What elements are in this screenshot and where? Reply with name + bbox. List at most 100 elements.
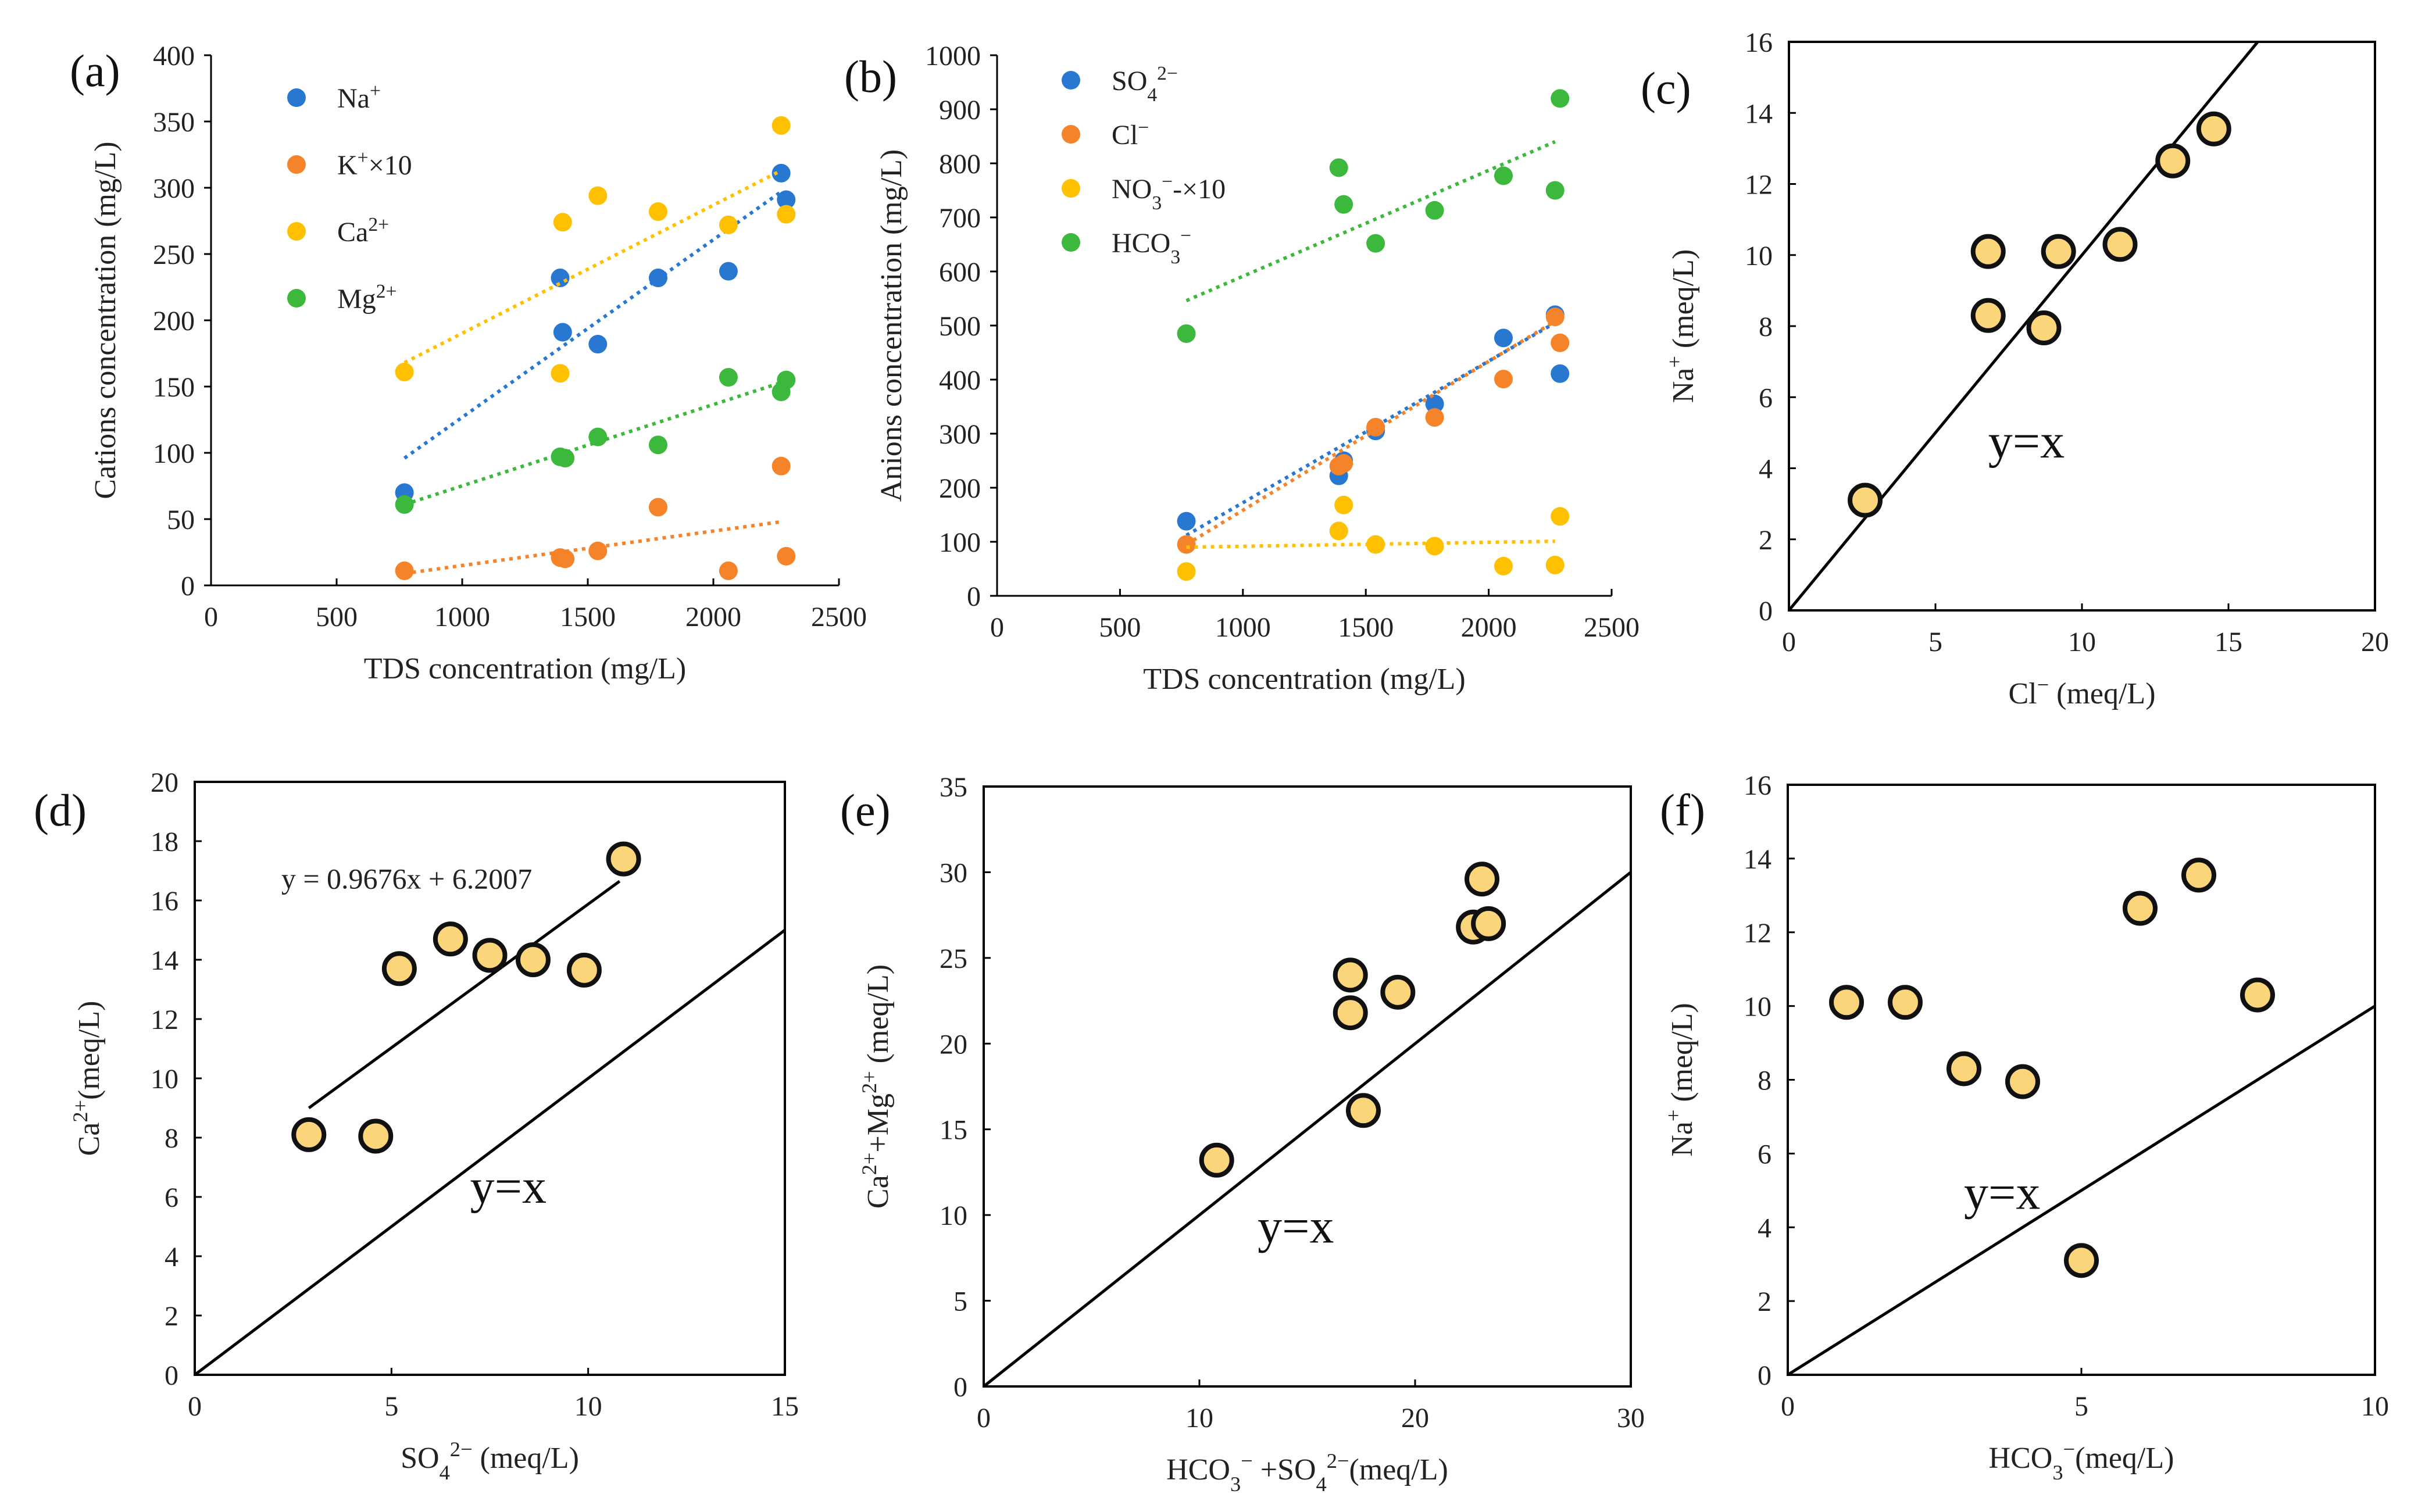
legend-marker: [1062, 71, 1080, 90]
plot-frame: [983, 785, 1632, 1388]
x-tick-label: 5: [384, 1391, 398, 1422]
panel-label: (e): [840, 785, 891, 835]
y-tick-label: 30: [940, 857, 967, 888]
x-tick-label: 2500: [811, 602, 867, 632]
y-tick-label: 10: [940, 1200, 967, 1231]
x-axis-label: TDS concentration (mg/L): [1143, 663, 1466, 696]
reference-line-y-equals-x: [983, 871, 1632, 1388]
data-point-k: [395, 561, 414, 580]
data-point-na: [719, 262, 738, 281]
y-tick-label: 10: [1745, 241, 1773, 271]
data-point-ca: [648, 202, 667, 221]
data-point: [2155, 143, 2191, 178]
x-tick-label: 2000: [1461, 612, 1517, 643]
y-axis-label: Na+ (meq/L): [1662, 1003, 1699, 1157]
y-tick-label: 4: [1758, 1213, 1771, 1243]
trendline-cl: [1185, 319, 1556, 546]
y-tick-label: 0: [967, 581, 981, 612]
y-tick-label: 20: [940, 1029, 967, 1060]
data-point-cl: [1551, 333, 1570, 352]
data-point: [1970, 298, 2006, 333]
annotation-y-equals-x: y=x: [1988, 414, 2065, 469]
y-tick-label: 150: [153, 372, 195, 403]
y-tick-label: 200: [939, 473, 981, 504]
data-point: [433, 921, 468, 957]
y-tick-label: 8: [1758, 1066, 1771, 1096]
y-tick-label: 400: [939, 365, 981, 396]
legend-marker: [1062, 233, 1080, 252]
y-tick-label: 6: [165, 1182, 178, 1213]
x-tick-label: 20: [1401, 1403, 1429, 1434]
data-point-k: [556, 549, 575, 569]
annotation-y-equals-x: y=x: [1258, 1199, 1334, 1253]
data-point-ca: [777, 205, 796, 224]
data-point-hco: [1545, 181, 1565, 200]
chart-panel-e: 0 10 20 30 0 5 10 15 20 25 30 35 HCO3− +SO42−(meq/L)…: [840, 772, 1645, 1496]
data-point-no: [1329, 521, 1348, 541]
y-tick-label: 10: [151, 1064, 178, 1095]
data-point: [2240, 977, 2275, 1013]
data-point-no: [1177, 562, 1196, 581]
data-point-cl: [1366, 417, 1385, 437]
regression-line: [308, 880, 621, 1110]
data-point: [1970, 234, 2006, 269]
data-point-k: [772, 456, 791, 476]
x-tick-label: 500: [316, 602, 358, 632]
legend-marker: [1062, 179, 1080, 198]
data-point-k: [588, 541, 608, 560]
y-tick-label: 300: [153, 173, 195, 204]
x-tick-label: 0: [204, 602, 218, 632]
y-tick-label: 0: [181, 571, 195, 602]
plot-frame: [1787, 784, 2376, 1376]
y-tick-label: 14: [1744, 844, 1771, 875]
data-point: [1345, 1093, 1381, 1128]
y-tick-label: 18: [151, 827, 178, 857]
x-tick-label: 30: [1617, 1403, 1645, 1434]
data-point-so: [1551, 364, 1570, 383]
data-point: [358, 1118, 394, 1154]
legend-entry: Mg2+: [337, 281, 397, 315]
data-point-na: [777, 190, 796, 209]
x-tick-label: 5: [2074, 1391, 2088, 1422]
data-point-hco: [1334, 195, 1353, 214]
x-tick-label: 10: [574, 1391, 602, 1422]
y-tick-label: 2: [165, 1301, 178, 1332]
y-tick-label: 12: [1745, 170, 1773, 201]
reference-line-y-equals-x: [1787, 1005, 2376, 1377]
x-axis-label: TDS concentration (mg/L): [364, 652, 687, 685]
x-tick-label: 2500: [1584, 612, 1640, 643]
y-tick-label: 16: [1745, 27, 1773, 58]
y-tick-label: 14: [151, 945, 178, 976]
legend-entry: Ca2+: [337, 214, 389, 248]
y-tick-label: 35: [940, 772, 967, 803]
y-tick-label: 12: [151, 1005, 178, 1035]
legend: Na+ K+×10 Ca2+ Mg2+: [287, 80, 412, 315]
annotation-y-equals-x: y=x: [1964, 1166, 2040, 1220]
x-tick-label: 5: [1928, 627, 1942, 657]
data-point: [2026, 310, 2062, 346]
legend-marker: [287, 222, 306, 241]
data-point: [2041, 234, 2076, 269]
chart-panel-c: 0 5 10 15 20 0 2 4 6 8 10 12 14 16 Cl− (meq/L) Na+ (meq…: [1641, 27, 2389, 710]
data-point: [1888, 985, 1923, 1020]
data-point-hco: [1366, 234, 1385, 253]
legend-marker: [287, 289, 306, 308]
y-axis-label: Na+ (meq/L): [1663, 249, 1700, 403]
y-tick-label: 600: [939, 257, 981, 288]
panel-label: (c): [1641, 63, 1691, 113]
data-point: [472, 938, 508, 973]
y-tick-label: 0: [953, 1372, 967, 1403]
data-point-cl: [1177, 535, 1196, 554]
y-tick-label: 100: [153, 438, 195, 469]
reference-line-y-equals-x: [1788, 41, 2259, 612]
y-tick-label: 50: [167, 505, 195, 535]
x-tick-label: 500: [1099, 612, 1141, 643]
data-point-no: [1494, 556, 1513, 576]
data-point: [1199, 1142, 1234, 1178]
y-axis-label: Cations concentration (mg/L): [89, 141, 122, 499]
trendline-na: [403, 190, 783, 460]
data-point-na: [553, 323, 572, 342]
data-point-mg: [777, 370, 796, 389]
data-point-hco: [1425, 201, 1444, 220]
data-point-so: [1494, 328, 1513, 348]
